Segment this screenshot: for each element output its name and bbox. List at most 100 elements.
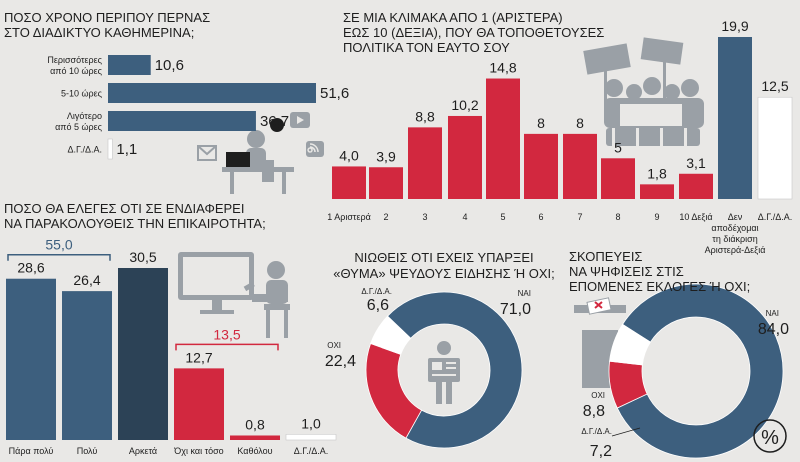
- fake-news-slice-name-3: Δ.Γ./Δ.Α.: [361, 287, 392, 296]
- political-scale-bar-11: [718, 37, 752, 199]
- fake-news-slice-label-2: 22,4: [325, 353, 356, 370]
- protest-crowd-illustration-icon: [583, 37, 704, 158]
- political-scale-category-8-line-1: 8: [615, 212, 620, 222]
- fake-news-slice-label-3: 6,6: [367, 297, 389, 314]
- political-scale-category-11-line-2: αποδέχομαι: [711, 223, 758, 233]
- follow-news-bar-3: [118, 268, 168, 440]
- political-scale-bar-6: [524, 133, 558, 199]
- political-scale-value-12: 12,5: [761, 78, 788, 94]
- political-scale-category-5-line-1: 5: [500, 212, 505, 222]
- newspaper-reader-icon: [428, 341, 460, 404]
- time-online-value-4: 1,1: [116, 141, 137, 158]
- vote-title-line-1: ΣΚΟΠΕΥΕΙΣ: [569, 249, 642, 264]
- time-online-category-1-line-2: από 10 ώρες: [50, 66, 103, 76]
- time-online-bar-3: [108, 111, 256, 131]
- follow-news-category-6: Δ.Γ./Δ.Α.: [294, 446, 329, 456]
- time-online-category-1-line-1: Περισσότερες: [47, 55, 102, 65]
- fake-news-slice-label-1: 71,0: [500, 301, 531, 318]
- follow-news-group-bracket-2: [175, 343, 279, 351]
- fake-news-title-line-2: «ΘΥΜΑ» ΨΕΥΔΟΥΣ ΕΙΔΗΣΗΣ Ή ΟΧΙ;: [333, 266, 555, 281]
- follow-news-title-line-2: ΝΑ ΠΑΡΑΚΟΛΟΥΘΕΙΣ ΤΗΝ ΕΠΙΚΑΙΡΟΤΗΤΑ;: [4, 216, 266, 231]
- political-scale-value-8: 5: [614, 139, 622, 155]
- follow-news-value-5: 0,8: [245, 416, 265, 432]
- political-scale-category-4-line-1: 4: [462, 212, 467, 222]
- political-scale-category-1-line-1: 1 Αριστερά: [327, 212, 371, 222]
- political-scale-value-2: 3,9: [376, 148, 396, 164]
- political-scale-category-3-line-1: 3: [422, 212, 427, 222]
- time-online-title-line-2: ΣΤΟ ΔΙΑΔΙΚΤΥΟ ΚΑΘΗΜΕΡΙΝΑ;: [4, 25, 194, 40]
- time-online-value-2: 51,6: [320, 85, 349, 102]
- follow-news-group-bracket-1: [7, 253, 111, 261]
- fake-news-slice-name-1: ΝΑΙ: [518, 289, 531, 298]
- political-scale-category-11-line-1: Δεν: [728, 212, 743, 222]
- follow-news-bar-4: [174, 368, 224, 440]
- vote-slice-label-2: 8,8: [583, 403, 605, 420]
- political-scale-bar-8: [601, 158, 635, 199]
- political-scale-value-6: 8: [537, 115, 545, 131]
- political-scale-category-7-line-1: 7: [577, 212, 582, 222]
- time-online-bar-1: [108, 55, 151, 75]
- political-scale-bar-10: [679, 173, 713, 199]
- follow-news-bar-2: [62, 291, 112, 440]
- political-scale-category-11-line-3: τη διάκριση: [712, 234, 757, 244]
- political-scale-title-line-3: ΠΟΛΙΤΙΚΑ ΤΟΝ ΕΑΥΤΟ ΣΟΥ: [343, 40, 510, 55]
- political-scale-category-2-line-1: 2: [383, 212, 388, 222]
- follow-news-bar-5: [230, 435, 280, 440]
- vote-title-line-2: ΝΑ ΨΗΦΙΣΕΙΣ ΣΤΙΣ: [569, 264, 684, 279]
- follow-news-value-2: 26,4: [73, 272, 100, 288]
- time-online-bar-2: [108, 83, 316, 103]
- vote-slice-name-1: ΝΑΙ: [766, 309, 779, 318]
- follow-news-value-6: 1,0: [301, 415, 321, 431]
- follow-news-bar-1: [6, 278, 56, 440]
- fake-news-slice-2: [365, 343, 423, 439]
- laptop-user-illustration-icon: [197, 112, 324, 194]
- time-online-bar-4: [107, 138, 113, 160]
- political-scale-value-4: 10,2: [451, 97, 478, 113]
- follow-news-category-5: Καθόλου: [237, 446, 272, 456]
- political-scale-bar-2: [369, 167, 403, 199]
- political-scale-category-9-line-1: 9: [654, 212, 659, 222]
- vote-slice-1: [616, 283, 784, 459]
- political-scale-bar-5: [486, 78, 520, 199]
- political-scale-bar-3: [408, 127, 442, 199]
- follow-news-group-total-1: 55,0: [45, 237, 72, 253]
- follow-news-category-4: Όχι και τόσο: [173, 446, 223, 456]
- political-scale-value-7: 8: [576, 115, 584, 131]
- political-scale-category-6-line-1: 6: [538, 212, 543, 222]
- political-scale-bar-4: [448, 115, 482, 199]
- political-scale-value-3: 8,8: [415, 108, 435, 124]
- time-online-title-line-1: ΠΟΣΟ ΧΡΟΝΟ ΠΕΡΙΠΟΥ ΠΕΡΝΑΣ: [4, 10, 210, 25]
- political-scale-value-10: 3,1: [686, 155, 706, 171]
- follow-news-bar-6: [285, 434, 337, 441]
- political-scale-value-11: 19,9: [721, 18, 748, 34]
- follow-news-title-line-1: ΠΟΣΟ ΘΑ ΕΛΕΓΕΣ ΟΤΙ ΣΕ ΕΝΔΙΑΦΕΡΕΙ: [4, 201, 244, 216]
- political-scale-bar-1: [332, 166, 366, 199]
- time-online-value-3: 36,7: [260, 113, 289, 130]
- political-scale-value-5: 14,8: [489, 60, 516, 76]
- fake-news-slice-1: [386, 291, 523, 449]
- percent-badge: %: [761, 427, 779, 449]
- vote-slice-3-leader-line: [611, 427, 641, 437]
- political-scale-bar-12: [757, 96, 793, 200]
- follow-news-category-2: Πολύ: [77, 446, 98, 456]
- vote-slice-label-3: 7,2: [590, 443, 612, 460]
- follow-news-category-3: Αρκετά: [129, 446, 157, 456]
- tv-viewer-illustration-icon: [178, 252, 290, 338]
- political-scale-title-line-2: ΕΩΣ 10 (ΔΕΞΙΑ), ΠΟΥ ΘΑ ΤΟΠΟΘΕΤΟΥΣΕΣ: [343, 25, 604, 40]
- time-online-category-4-line-1: Δ.Γ./Δ.Α.: [68, 145, 103, 155]
- political-scale-value-9: 1,8: [647, 165, 667, 181]
- political-scale-category-10-line-1: 10 Δεξιά: [679, 212, 712, 222]
- political-scale-category-11-line-4: Αριστερά-Δεξιά: [705, 245, 766, 255]
- follow-news-value-1: 28,6: [17, 260, 44, 276]
- follow-news-value-3: 30,5: [129, 249, 156, 265]
- fake-news-slice-name-2: ΟΧΙ: [327, 341, 341, 350]
- time-online-value-1: 10,6: [155, 57, 184, 74]
- time-online-category-3-line-1: Λιγότερο: [67, 111, 102, 121]
- fake-news-slice-3: [370, 315, 412, 355]
- follow-news-group-total-2: 13,5: [213, 326, 240, 342]
- vote-slice-name-3: Δ.Γ./Δ.Α.: [581, 427, 612, 436]
- political-scale-bar-7: [563, 133, 597, 199]
- vote-slice-3: [609, 323, 651, 366]
- political-scale-value-1: 4,0: [339, 147, 359, 163]
